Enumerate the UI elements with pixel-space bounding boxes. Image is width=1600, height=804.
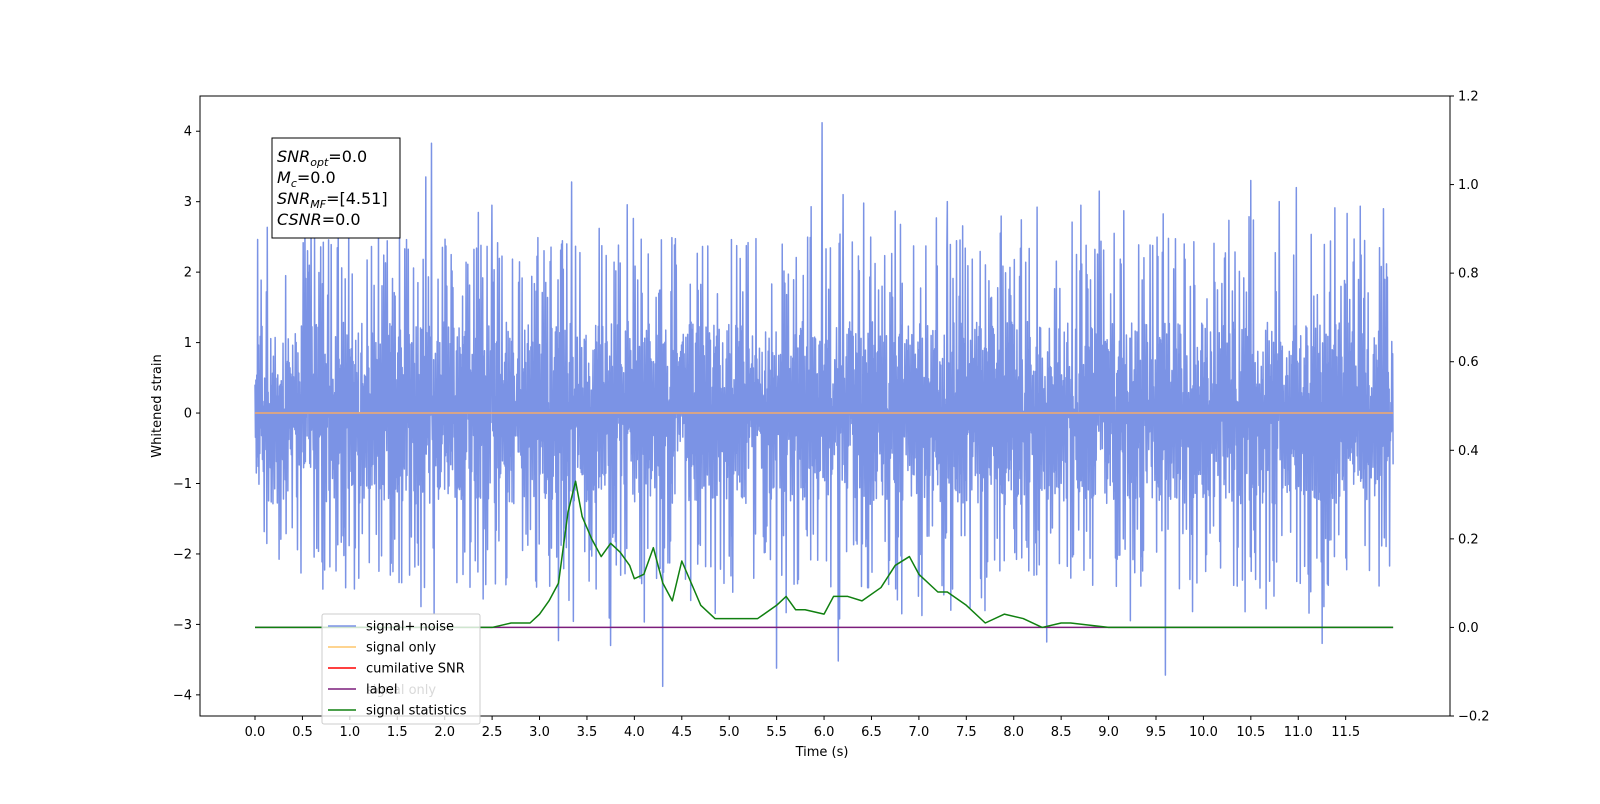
x-tick-label: 1.5 bbox=[387, 725, 408, 740]
y2-tick-label: 0.4 bbox=[1458, 444, 1479, 459]
x-tick-label: 10.0 bbox=[1189, 725, 1218, 740]
x-tick-label: 5.5 bbox=[766, 725, 787, 740]
x-tick-label: 0.0 bbox=[245, 725, 266, 740]
y-tick-label: −4 bbox=[173, 688, 192, 703]
series-signal-statistics-line bbox=[255, 480, 1394, 629]
y-tick-label: 3 bbox=[184, 195, 192, 210]
right-y-axis: 1.2 1.0 0.8 0.6 0.4 0.2 0.0 −0.2 bbox=[1450, 90, 1490, 725]
x-tick-label: 2.0 bbox=[434, 725, 455, 740]
x-tick-label: 3.0 bbox=[529, 725, 550, 740]
y-tick-label: 4 bbox=[184, 125, 192, 140]
y-tick-label: −1 bbox=[173, 477, 192, 492]
legend-label: cumilative SNR bbox=[366, 662, 465, 677]
y2-tick-label: 1.0 bbox=[1458, 178, 1479, 193]
annotation-subscript: c bbox=[291, 177, 297, 190]
y-axis-label: Whitened strain bbox=[150, 354, 165, 457]
x-tick-label: 4.0 bbox=[624, 725, 645, 740]
x-axis: 0.0 0.5 1.0 1.5 2.0 2.5 3.0 3.5 4.0 4.5 5.0 5.5 6.0 6… bbox=[245, 716, 1360, 740]
annotation-value: =0.0 bbox=[328, 147, 367, 166]
y2-tick-label: 0.6 bbox=[1458, 355, 1479, 370]
x-tick-label: 8.5 bbox=[1051, 725, 1072, 740]
legend-label: signal+ noise bbox=[366, 620, 454, 635]
annotation-line: CSNR=0.0 bbox=[277, 210, 361, 229]
x-tick-label: 7.5 bbox=[956, 725, 977, 740]
y2-tick-label: −0.2 bbox=[1458, 710, 1490, 725]
legend-label: signal statistics bbox=[366, 704, 467, 719]
annotation-frame bbox=[271, 137, 401, 239]
y2-tick-label: 0.8 bbox=[1458, 267, 1479, 282]
x-tick-label: 6.0 bbox=[814, 725, 835, 740]
x-tick-label: 0.5 bbox=[292, 725, 313, 740]
x-tick-label: 6.5 bbox=[861, 725, 882, 740]
y2-tick-label: 0.2 bbox=[1458, 532, 1479, 547]
y-tick-label: 1 bbox=[184, 336, 192, 351]
x-tick-label: 11.0 bbox=[1284, 725, 1313, 740]
x-tick-label: 1.0 bbox=[340, 725, 361, 740]
x-tick-label: 5.0 bbox=[719, 725, 740, 740]
x-tick-label: 4.5 bbox=[671, 725, 692, 740]
x-tick-label: 10.5 bbox=[1236, 725, 1265, 740]
annotation-subscript: MF bbox=[310, 198, 326, 211]
annotation-value: =0.0 bbox=[322, 210, 361, 229]
y-tick-label: −3 bbox=[173, 618, 192, 633]
legend-frame bbox=[321, 613, 481, 725]
annotation-line: Mc=0.0 bbox=[277, 168, 336, 190]
x-tick-label: 7.0 bbox=[909, 725, 930, 740]
annotation-value: =[4.51] bbox=[326, 189, 388, 208]
x-tick-label: 9.5 bbox=[1146, 725, 1167, 740]
series-signal-plus-noise-line bbox=[254, 122, 1394, 688]
legend-label: signal only bbox=[366, 641, 436, 656]
legend: signal only signal+ noise signal only cumil… bbox=[321, 613, 481, 725]
x-tick-label: 2.5 bbox=[482, 725, 503, 740]
x-tick-label: 3.5 bbox=[577, 725, 598, 740]
plot-area bbox=[254, 122, 1394, 688]
left-y-axis: 4 3 2 1 0 −1 −2 −3 −4 bbox=[173, 125, 200, 703]
annotation-subscript: opt bbox=[310, 156, 329, 169]
legend-label: label bbox=[366, 683, 397, 698]
annotation-value: =0.0 bbox=[297, 168, 336, 187]
y-tick-label: 0 bbox=[184, 407, 192, 422]
x-axis-label: Time (s) bbox=[795, 745, 849, 760]
y-tick-label: 2 bbox=[184, 266, 192, 281]
x-tick-label: 9.0 bbox=[1098, 725, 1119, 740]
y-tick-label: −2 bbox=[173, 547, 192, 562]
annotation-line: SNRMF=[4.51] bbox=[277, 189, 388, 211]
annotation-symbol: M bbox=[277, 168, 291, 187]
x-tick-label: 11.5 bbox=[1331, 725, 1360, 740]
y2-tick-label: 1.2 bbox=[1458, 90, 1479, 105]
annotation-symbol: SNR bbox=[277, 189, 310, 208]
x-tick-label: 8.0 bbox=[1003, 725, 1024, 740]
y2-tick-label: 0.0 bbox=[1458, 621, 1479, 636]
annotation-line: SNRopt=0.0 bbox=[277, 147, 367, 169]
axes-frame bbox=[199, 95, 1451, 717]
hidden-label-text: signal only bbox=[366, 683, 436, 698]
annotation-symbol: SNR bbox=[277, 147, 310, 166]
annotation-symbol: CSNR bbox=[277, 210, 322, 229]
